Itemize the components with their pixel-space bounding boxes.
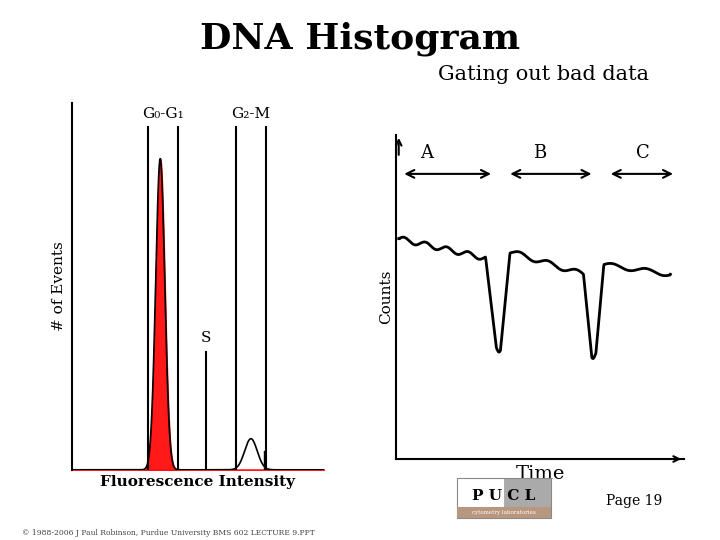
Text: S: S (200, 332, 211, 345)
Text: C: C (636, 144, 650, 161)
Text: cytometry laboratories: cytometry laboratories (472, 510, 536, 515)
X-axis label: Time: Time (516, 464, 564, 483)
Text: Gating out bad data: Gating out bad data (438, 65, 649, 84)
Text: © 1988-2006 J Paul Robinson, Purdue University BMS 602 LECTURE 9.PPT: © 1988-2006 J Paul Robinson, Purdue Univ… (22, 529, 315, 537)
Text: DNA Histogram: DNA Histogram (200, 22, 520, 56)
Text: P U C L: P U C L (472, 489, 536, 503)
Y-axis label: Counts: Counts (379, 270, 393, 324)
Text: B: B (534, 144, 546, 161)
Text: A: A (420, 144, 433, 161)
X-axis label: Fluorescence Intensity: Fluorescence Intensity (101, 475, 295, 489)
Y-axis label: # of Events: # of Events (53, 241, 66, 331)
Text: Page 19: Page 19 (606, 494, 662, 508)
Text: G₀-G₁: G₀-G₁ (142, 107, 184, 122)
Text: G₂-M: G₂-M (231, 107, 271, 122)
